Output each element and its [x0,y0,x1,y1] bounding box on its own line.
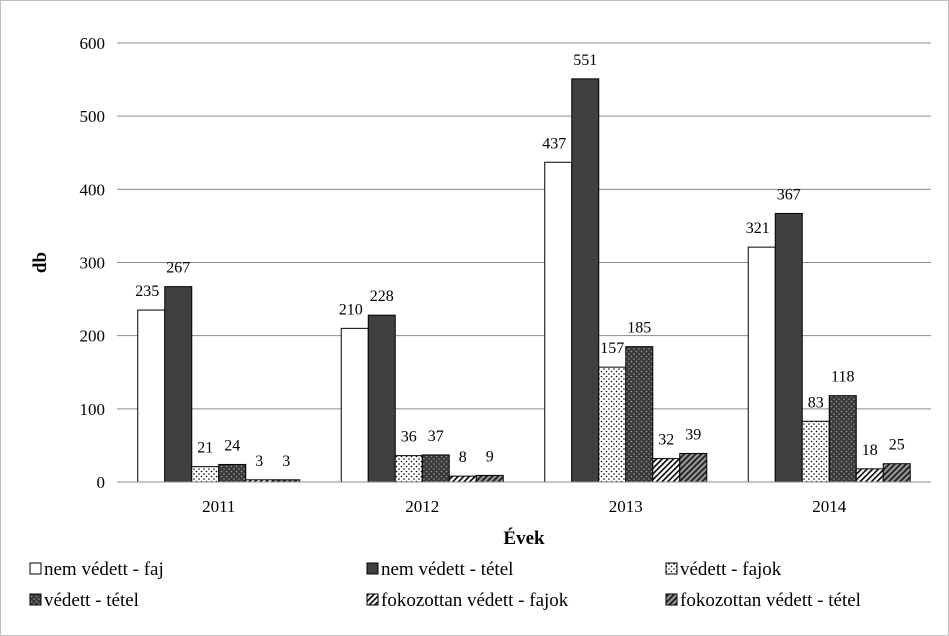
legend-label: védett - fajok [680,559,782,580]
bar [571,78,600,483]
data-label: 118 [831,369,854,386]
data-label: 367 [777,186,801,203]
bar [421,454,450,483]
bar [679,452,708,483]
legend-swatch [29,562,42,575]
data-label: 321 [746,220,770,237]
bar [855,468,884,483]
data-label: 267 [166,260,190,277]
data-label: 437 [542,135,566,152]
bar [882,463,911,483]
bar [475,474,504,483]
bar [448,475,477,483]
y-tick-label: 200 [80,327,106,346]
bars-group [137,78,911,483]
y-tick-label: 100 [80,400,106,419]
legend-swatch [366,562,379,575]
data-label: 37 [428,428,444,445]
data-label: 3 [282,453,290,470]
legend-swatch [665,562,678,575]
bar [218,463,247,483]
data-label: 18 [862,442,878,459]
bar [367,314,396,483]
bar [828,395,857,483]
y-tick-label: 400 [80,180,106,199]
bar [394,455,423,483]
legend-label: nem védett - tétel [381,559,513,580]
data-label: 21 [197,440,213,457]
legend-label: nem védett - faj [44,559,164,580]
x-tick-label: 2014 [812,497,847,516]
data-label: 32 [658,432,674,449]
data-label: 235 [135,283,159,300]
x-tick-label: 2013 [609,497,643,516]
x-axis-title: Évek [503,527,545,549]
bar [164,286,193,483]
y-axis-ticks: 0 100 200 300 400 500 600 [80,34,106,492]
x-tick-label: 2012 [405,497,439,516]
legend-swatch [366,593,379,606]
bar [191,466,220,483]
gridlines [117,42,931,410]
data-label: 36 [401,429,417,446]
bar [774,212,803,483]
legend-swatch [665,593,678,606]
bar [598,366,627,483]
y-tick-label: 600 [80,34,106,53]
data-label: 551 [573,52,597,69]
legend-label: védett - tétel [44,590,139,611]
data-label: 228 [370,288,394,305]
x-tick-label: 2011 [202,497,235,516]
bar [544,161,573,483]
data-label: 9 [486,448,494,465]
y-tick-label: 500 [80,107,106,126]
data-label: 185 [627,320,651,337]
legend: nem védett - faj nem védett - tétel védett… [29,559,861,611]
data-label: 83 [808,394,824,411]
data-label: 210 [339,301,363,318]
legend-swatch [29,593,42,606]
x-axis-ticks: 2011 2012 2013 2014 [202,497,847,516]
data-label: 3 [255,453,263,470]
y-tick-label: 300 [80,254,106,273]
y-axis-title: db [30,252,51,273]
data-label: 8 [459,449,467,466]
bar [625,346,654,483]
bar [340,327,369,483]
bar [747,246,776,483]
y-tick-label: 0 [97,473,106,492]
legend-label: fokozottan védett - tétel [680,590,861,611]
bar [652,458,681,483]
data-label: 39 [685,426,701,443]
data-label: 24 [224,437,240,454]
bar [137,309,166,483]
data-label: 25 [889,437,905,454]
data-label: 157 [600,340,624,357]
legend-label: fokozottan védett - fajok [381,590,569,611]
bar [801,420,830,483]
